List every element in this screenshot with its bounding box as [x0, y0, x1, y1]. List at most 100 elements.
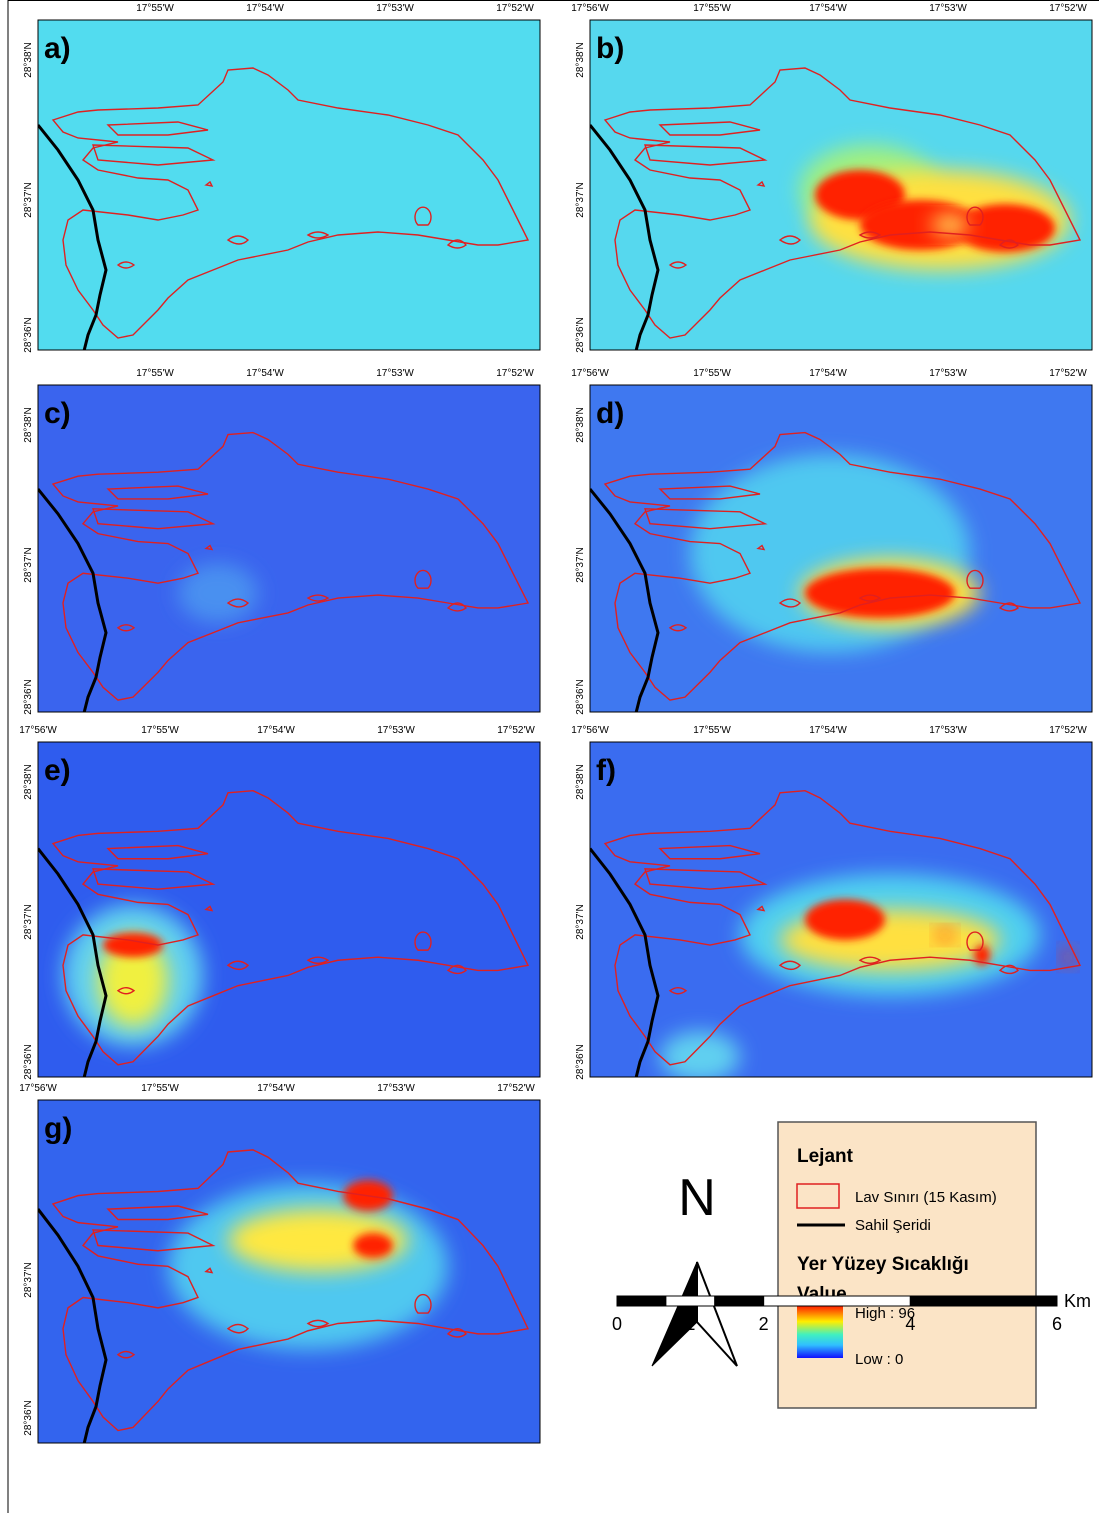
heat-area	[178, 563, 258, 623]
longitude-label: 17°53'W	[377, 1083, 415, 1094]
longitude-label: 17°55'W	[693, 3, 731, 14]
scale-label: 6	[1052, 1314, 1062, 1334]
map-panel: e) 17°56'W 17°55'W 17°54'W 17°53'W 17°52'W 28°…	[19, 725, 541, 1080]
panel-border	[37, 1099, 541, 1444]
longitude-label: 17°52'W	[1049, 3, 1087, 14]
north-label: N	[678, 1169, 716, 1227]
longitude-label: 17°54'W	[257, 725, 295, 736]
raster-background	[38, 385, 540, 712]
latitude-label: 28°37'N	[575, 182, 586, 217]
longitude-label: 17°54'W	[246, 368, 284, 379]
latitude-label: 28°37'N	[23, 547, 34, 582]
scale-segment	[616, 1295, 667, 1307]
latitude-label: 28°36'N	[23, 317, 34, 352]
latitude-label: 28°37'N	[23, 904, 34, 939]
panel-border	[37, 19, 541, 351]
panel-label: f)	[596, 754, 616, 787]
map-body	[38, 385, 540, 713]
panel-border	[37, 741, 541, 1078]
panel-label: g)	[44, 1112, 72, 1145]
panel-border	[589, 19, 1093, 351]
scale-segment	[909, 1295, 1058, 1307]
latitude-label: 28°37'N	[23, 182, 34, 217]
scale-label: 0	[612, 1314, 622, 1334]
color-ramp	[797, 1306, 843, 1358]
latitude-label: 28°36'N	[575, 317, 586, 352]
latitude-label: 28°38'N	[23, 407, 34, 442]
latitude-label: 28°38'N	[575, 407, 586, 442]
latitude-label: 28°38'N	[575, 42, 586, 77]
longitude-label: 17°53'W	[377, 725, 415, 736]
map-panel: a) 17°55'W 17°54'W 17°53'W 17°52'W 28°38'N 28°…	[23, 3, 541, 353]
longitude-label: 17°52'W	[1049, 725, 1087, 736]
longitude-label: 17°53'W	[376, 368, 414, 379]
latitude-label: 28°37'N	[23, 1262, 34, 1297]
heat-area	[860, 200, 980, 250]
heat-area	[353, 1233, 393, 1258]
heat-area	[660, 1031, 740, 1077]
scale-segment	[714, 1295, 765, 1307]
panel-label: d)	[596, 397, 624, 430]
longitude-label: 17°53'W	[929, 725, 967, 736]
longitude-label: 17°54'W	[246, 3, 284, 14]
latitude-label: 28°36'N	[23, 679, 34, 714]
longitude-label: 17°55'W	[136, 368, 174, 379]
map-body	[38, 1100, 540, 1443]
heat-area	[805, 568, 955, 618]
panel-label: c)	[44, 397, 71, 430]
latitude-label: 28°38'N	[23, 764, 34, 799]
heat-area	[937, 928, 953, 941]
longitude-label: 17°55'W	[136, 3, 174, 14]
north-arrow-right	[696, 1261, 738, 1367]
longitude-label: 17°55'W	[141, 1083, 179, 1094]
latitude-label: 28°36'N	[23, 1400, 34, 1435]
map-body	[590, 20, 1092, 350]
longitude-label: 17°54'W	[257, 1083, 295, 1094]
longitude-label: 17°56'W	[19, 725, 57, 736]
longitude-label: 17°54'W	[809, 368, 847, 379]
scale-label: 4	[905, 1314, 915, 1334]
scale-unit: Km	[1064, 1291, 1091, 1311]
longitude-label: 17°55'W	[693, 368, 731, 379]
map-panel: g) 17°56'W 17°55'W 17°54'W 17°53'W 17°52'W 28°…	[19, 1083, 541, 1444]
longitude-label: 17°55'W	[693, 725, 731, 736]
panel-label: a)	[44, 32, 71, 65]
map-body	[38, 742, 540, 1077]
longitude-label: 17°52'W	[496, 368, 534, 379]
map-panel: c) 17°55'W 17°54'W 17°53'W 17°52'W 28°38'N 28°…	[23, 368, 541, 715]
map-panel: d) 17°56'W 17°55'W 17°54'W 17°53'W 17°52'W 28°…	[571, 368, 1093, 715]
longitude-label: 17°56'W	[571, 368, 609, 379]
heat-area	[98, 934, 168, 1027]
map-body	[38, 20, 540, 350]
panel-border	[589, 741, 1093, 1078]
heat-area	[805, 899, 885, 940]
latitude-label: 28°36'N	[23, 1044, 34, 1079]
scale-segment	[665, 1295, 716, 1307]
longitude-label: 17°56'W	[571, 725, 609, 736]
raster-background	[38, 20, 540, 350]
legend-lava: Lav Sınırı (15 Kasım)	[855, 1189, 997, 1206]
longitude-label: 17°56'W	[571, 3, 609, 14]
map-panel: b) 17°56'W 17°55'W 17°54'W 17°53'W 17°52'W 28°…	[571, 3, 1093, 353]
panel-label: e)	[44, 754, 71, 787]
longitude-label: 17°52'W	[1049, 368, 1087, 379]
heat-area	[955, 204, 1055, 252]
longitude-label: 17°52'W	[496, 3, 534, 14]
longitude-label: 17°55'W	[141, 725, 179, 736]
latitude-label: 28°38'N	[23, 42, 34, 77]
legend-title: Lejant	[797, 1146, 854, 1167]
latitude-label: 28°36'N	[575, 1044, 586, 1079]
longitude-label: 17°53'W	[929, 368, 967, 379]
longitude-label: 17°56'W	[19, 1083, 57, 1094]
legend-coast: Sahil Şeridi	[855, 1217, 931, 1234]
map-body	[590, 385, 1092, 713]
map-panel: f) 17°56'W 17°55'W 17°54'W 17°53'W 17°52'W 28°…	[571, 725, 1093, 1080]
lava-swatch	[796, 1183, 840, 1209]
legend-low: Low : 0	[855, 1351, 903, 1368]
longitude-label: 17°53'W	[376, 3, 414, 14]
legend-box	[777, 1121, 1037, 1409]
legend-lst: Yer Yüzey Sıcaklığı	[797, 1254, 969, 1275]
map-body	[590, 742, 1092, 1077]
latitude-label: 28°38'N	[575, 764, 586, 799]
